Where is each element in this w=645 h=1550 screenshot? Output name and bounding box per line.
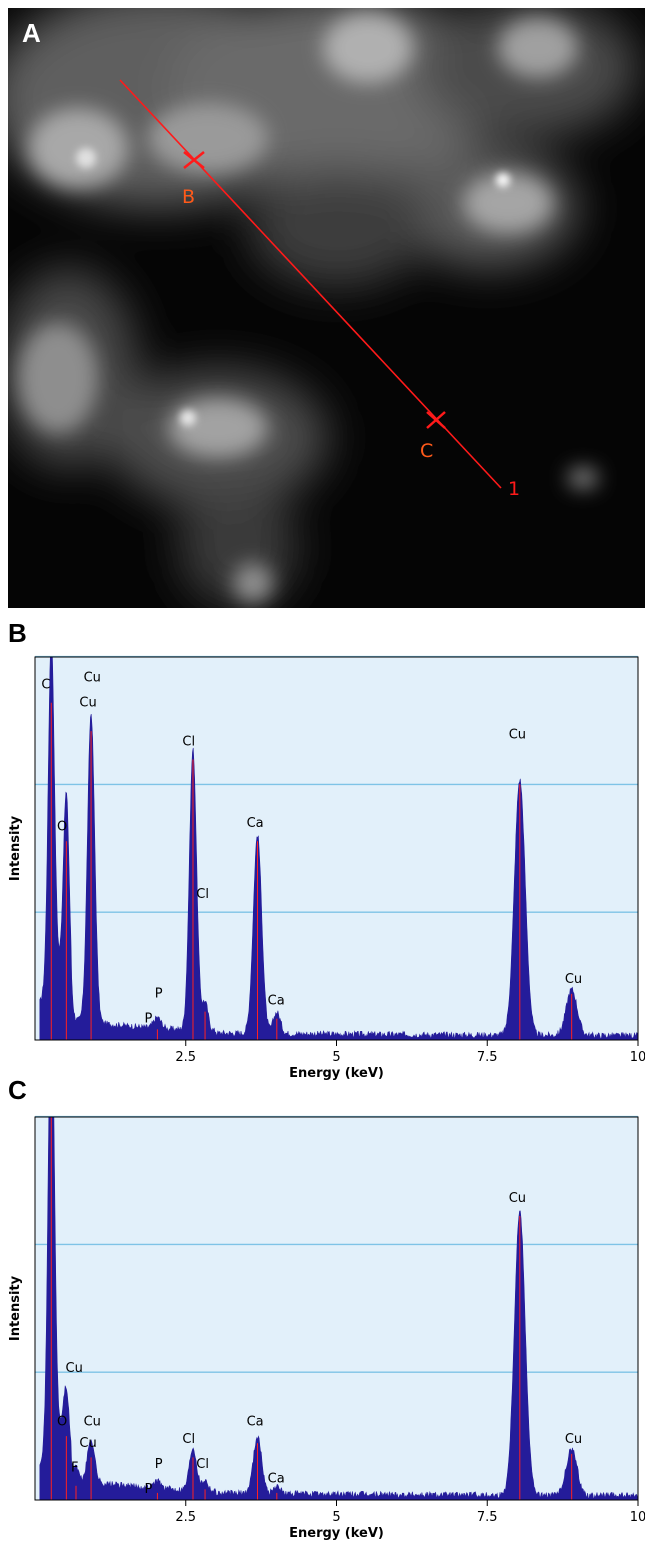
spectrum-area <box>39 1117 638 1500</box>
point-c-label: C <box>420 440 433 462</box>
x-tick-label: 2.5 <box>175 1050 196 1065</box>
peak-annotation: F <box>71 1461 78 1476</box>
panel-c-label: C <box>8 1075 27 1105</box>
peak-annotation: Cl <box>196 1457 209 1472</box>
plot-area <box>35 1117 638 1500</box>
micrograph-highlights <box>18 13 598 603</box>
peak-annotation: Cu <box>509 727 526 742</box>
peak-annotation: Ca <box>247 1414 264 1429</box>
peak-annotation: Cu <box>84 1414 101 1429</box>
x-tick-label: 5 <box>332 1050 340 1065</box>
peak-annotation: P <box>155 1457 163 1472</box>
peak-annotation: O <box>57 820 67 835</box>
micrograph-image: B C 1 <box>8 8 645 608</box>
panel-a-label: A <box>22 18 41 48</box>
point-c-marker <box>426 411 446 429</box>
y-axis-label: Intensity <box>8 815 23 881</box>
x-tick-label: 10 <box>630 1510 645 1525</box>
x-tick-label: 7.5 <box>477 1510 498 1525</box>
peak-annotation: O <box>57 1414 67 1429</box>
peak-annotation: Cl <box>196 887 209 902</box>
peak-annotation: Ca <box>247 816 264 831</box>
peak-annotation: Cu <box>84 670 101 685</box>
x-axis-label: Energy (keV) <box>289 1526 384 1541</box>
peak-annotation: Cu <box>66 1361 83 1376</box>
scan-line-label: 1 <box>508 478 520 500</box>
panel-b-label: B <box>8 618 27 648</box>
peak-annotation: C <box>41 678 50 693</box>
x-axis-label: Energy (keV) <box>289 1066 384 1081</box>
x-tick-label: 5 <box>332 1510 340 1525</box>
peak-annotation: Ca <box>268 1471 285 1486</box>
peak-annotation: Ca <box>268 994 285 1009</box>
peak-annotation: Cl <box>182 1432 195 1447</box>
micrograph-bright-spots <box>76 148 510 426</box>
x-tick-label: 10 <box>630 1050 645 1065</box>
x-tick-label: 7.5 <box>477 1050 498 1065</box>
peak-annotation: P <box>155 986 163 1001</box>
x-tick-label: 2.5 <box>175 1510 196 1525</box>
peak-annotation: P <box>144 1482 152 1497</box>
spectrum-chart-b: 2.5 5 7.5 10 Energy (keV) Intensity Cu C Cu Cu O Cl… <box>8 655 645 1081</box>
peak-annotation: Cu <box>79 1436 96 1451</box>
peak-annotation: Cu <box>79 695 96 710</box>
y-axis-label: Intensity <box>8 1275 23 1341</box>
point-b-label: B <box>182 186 195 208</box>
peak-annotation: Cu <box>565 972 582 987</box>
peak-annotation: Cu <box>509 1191 526 1206</box>
peak-annotation: Cl <box>182 734 195 749</box>
point-b-marker <box>183 151 205 169</box>
spectrum-area <box>39 657 638 1040</box>
plot-area <box>35 657 638 1040</box>
peak-annotation: P <box>144 1011 152 1026</box>
peak-annotation: Cu <box>565 1432 582 1447</box>
